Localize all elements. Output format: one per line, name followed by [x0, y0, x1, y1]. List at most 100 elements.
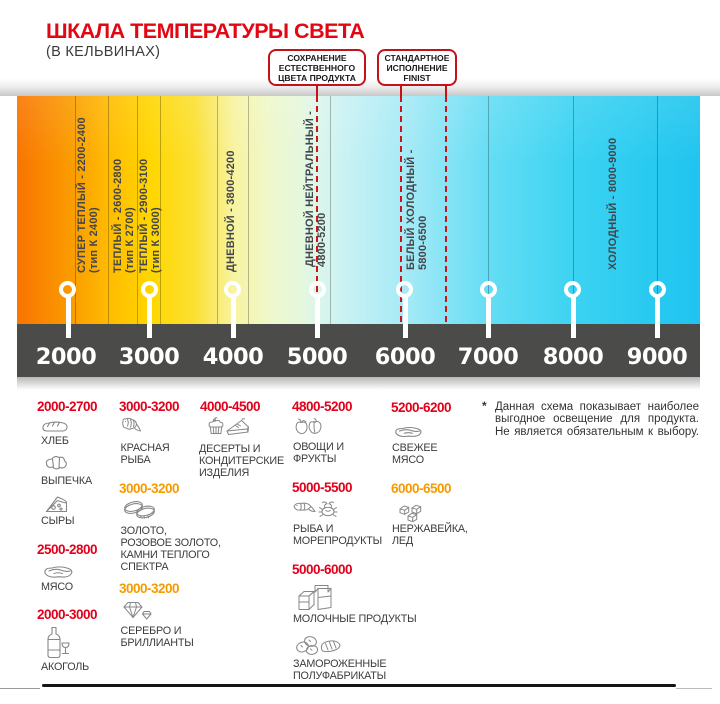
- fresh-meat-icon: [393, 425, 424, 439]
- bottom-right-line: [676, 688, 712, 689]
- kelvin-scale-bar: [17, 324, 700, 377]
- cheese-icon: [45, 494, 68, 515]
- guide-stub-6000: [400, 84, 402, 97]
- zone-label-warm-2700: ТЕПЛЫЙ - 2600-2800 (тип К 2700): [112, 158, 136, 273]
- marker-ring-4000: [224, 281, 241, 298]
- guide-dashed-5000: [316, 96, 318, 324]
- rings-icon: [122, 499, 157, 520]
- category-label: СВЕЖЕЕ МЯСО: [392, 441, 438, 466]
- callout-natural-color: СОХРАНЕНИЕ ЕСТЕСТВЕННОГО ЦВЕТА ПРОДУКТА: [268, 49, 366, 86]
- scale-bar-shadow: [17, 377, 700, 390]
- range-heading: 4000-4500: [200, 399, 261, 414]
- marker-stem-4000: [230, 296, 236, 338]
- range-heading: 5000-5500: [292, 480, 353, 495]
- category-label: МОЛОЧНЫЕ ПРОДУКТЫ: [293, 613, 417, 626]
- range-heading: 2000-3000: [37, 607, 98, 622]
- bottom-frame-line: [42, 684, 676, 687]
- category-label: ХЛЕБ: [41, 434, 69, 447]
- marker-ring-5000: [308, 281, 326, 298]
- tick-8000: 8000: [542, 344, 604, 370]
- category-label: МЯСО: [41, 580, 73, 593]
- zone-separator: [137, 96, 138, 324]
- marker-ring-7000: [479, 281, 497, 298]
- note-line-3: Не является обязательным к выбору.: [495, 426, 699, 439]
- fish-icon: [121, 417, 142, 438]
- zone-separator: [657, 96, 658, 324]
- marker-ring-9000: [648, 281, 666, 298]
- category-label: ДЕСЕРТЫ И КОНДИТЕРСКИЕ ИЗДЕЛИЯ: [199, 442, 284, 479]
- range-heading: 5200-6200: [391, 400, 452, 415]
- range-heading: 3000-3200: [119, 481, 180, 496]
- guide-stub-5000: [316, 84, 318, 97]
- zone-label-cool-white: БЕЛЫЙ ХОЛОДНЫЙ - 5800-6500: [405, 149, 429, 270]
- category-label: НЕРЖАВЕЙКА, ЛЕД: [392, 522, 468, 547]
- seafood-icon: [292, 499, 339, 520]
- marker-ring-2000: [59, 281, 76, 298]
- marker-stem-9000: [655, 296, 660, 338]
- category-label: КРАСНАЯ РЫБА: [120, 441, 170, 466]
- zone-label-daylight: ДНЕВНОЙ - 3800-4200: [225, 150, 237, 272]
- dairy-icon: [297, 584, 336, 611]
- marker-stem-2000: [65, 296, 71, 338]
- zone-separator: [217, 96, 218, 324]
- marker-ring-3000: [140, 281, 158, 298]
- tick-3000: 3000: [118, 344, 180, 370]
- note-line-2: выгодное освещение для продукта.: [495, 413, 699, 426]
- fruit-icon: [293, 417, 324, 438]
- tick-9000: 9000: [626, 344, 688, 370]
- tick-5000: 5000: [286, 344, 348, 370]
- tick-4000: 4000: [202, 344, 264, 370]
- range-heading: 4800-5200: [292, 399, 353, 414]
- range-heading: 2500-2800: [37, 541, 98, 557]
- range-heading: 3000-3200: [119, 399, 180, 414]
- page-title: ШКАЛА ТЕМПЕРАТУРЫ СВЕТА: [46, 19, 365, 43]
- zone-separator: [248, 96, 249, 324]
- marker-ring-8000: [564, 281, 581, 298]
- pastry-icon: [43, 452, 69, 474]
- page-subtitle: (В КЕЛЬВИНАХ): [46, 44, 161, 60]
- bread-icon: [40, 419, 70, 433]
- category-label: ЗАМОРОЖЕННЫЕ ПОЛУФАБРИКАТЫ: [293, 657, 387, 682]
- zone-separator: [573, 96, 574, 324]
- zone-separator: [108, 96, 109, 324]
- category-label: АКОГОЛЬ: [41, 661, 90, 673]
- note-line-1: Данная схема показывает наиболее: [495, 400, 699, 413]
- zone-label-daylight-neutral: ДНЕВНОЙ НЕЙТРАЛЬНЫЙ - 4800-5200: [304, 110, 328, 267]
- zone-separator: [75, 96, 76, 324]
- category-label: СЫРЫ: [41, 515, 75, 527]
- range-heading: 5000-6000: [292, 562, 353, 577]
- bottom-left-line: [0, 688, 40, 689]
- marker-stem-5000: [315, 296, 320, 338]
- zone-label-super-warm: СУПЕР ТЕПЛЫЙ - 2200-2400 (тип К 2400): [76, 117, 100, 273]
- diamond-icon: [122, 601, 152, 621]
- guide-stub-6500: [444, 84, 447, 97]
- ice-icon: [398, 504, 429, 522]
- note-asterisk: *: [482, 399, 487, 413]
- category-label: ВЫПЕЧКА: [41, 474, 93, 487]
- category-label: СЕРЕБРО И БРИЛЛИАНТЫ: [120, 625, 194, 649]
- category-label: РЫБА И МОРЕПРОДУКТЫ: [293, 522, 383, 547]
- guide-dashed-6500: [444, 96, 447, 324]
- marker-stem-7000: [486, 296, 491, 338]
- zone-separator: [330, 96, 331, 324]
- marker-stem-6000: [402, 296, 408, 338]
- meat-icon: [42, 564, 75, 580]
- marker-ring-6000: [396, 281, 413, 298]
- marker-stem-3000: [147, 296, 152, 338]
- tick-2000: 2000: [35, 344, 97, 370]
- category-label: ОВОЩИ И ФРУКТЫ: [293, 440, 344, 465]
- marker-stem-8000: [570, 296, 576, 338]
- callout-finist: СТАНДАРТНОЕ ИСПОЛНЕНИЕ FINIST: [377, 49, 457, 86]
- alcohol-icon: [46, 626, 70, 660]
- range-heading: 2000-2700: [37, 399, 98, 414]
- category-label: ЗОЛОТО, РОЗОВОЕ ЗОЛОТО, КАМНИ ТЕПЛОГО СП…: [120, 525, 221, 573]
- range-heading: 6000-6500: [391, 481, 452, 496]
- range-heading: 3000-3200: [119, 581, 180, 596]
- zone-label-cold: ХОЛОДНЫЙ - 8000-9000: [607, 137, 619, 270]
- tick-7000: 7000: [457, 344, 519, 370]
- temperature-gradient-bar: [17, 96, 700, 324]
- dessert-icon: [206, 416, 251, 442]
- guide-dashed-6000: [400, 96, 402, 324]
- zone-label-warm-3000: ТЕПЛЫЙ - 2900-3100 (тип К 3000): [137, 158, 162, 273]
